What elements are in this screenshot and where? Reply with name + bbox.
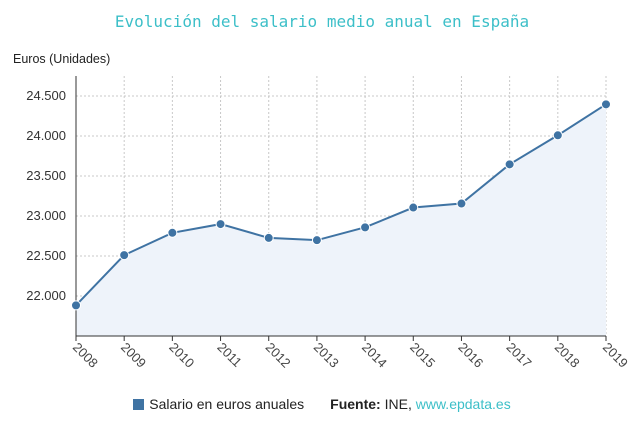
- chart-title: Evolución del salario medio anual en Esp…: [114, 12, 530, 31]
- y-tick-label-2: 23.000: [26, 208, 66, 223]
- x-tick-label-2014: 2014: [359, 340, 390, 371]
- axes: [75, 76, 607, 341]
- data-point-2008[interactable]: [71, 300, 81, 311]
- data-point-2015[interactable]: [408, 202, 419, 213]
- x-tick-label-2009: 2009: [118, 340, 149, 371]
- source-label: Fuente:: [330, 396, 381, 412]
- legend: Salario en euros anuales Fuente: INE, www…: [0, 396, 644, 412]
- y-axis-label: Euros (Unidades): [13, 52, 111, 66]
- data-point-2019[interactable]: [601, 99, 611, 110]
- x-tick-label-2019: 2019: [600, 340, 631, 371]
- data-point-2013[interactable]: [311, 235, 322, 246]
- legend-series-label: Salario en euros anuales: [149, 396, 305, 412]
- series-line: [75, 103, 607, 307]
- data-point-2009[interactable]: [119, 250, 130, 261]
- data-point-2010[interactable]: [167, 227, 178, 238]
- y-tick-label-5: 24.500: [26, 88, 66, 103]
- x-tick-label-2017: 2017: [504, 340, 535, 371]
- data-point-2018[interactable]: [552, 130, 563, 141]
- data-point-2017[interactable]: [504, 159, 515, 170]
- source-link[interactable]: www.epdata.es: [415, 396, 511, 412]
- x-tick-label-2012: 2012: [263, 340, 294, 371]
- series-area: [76, 104, 606, 336]
- y-tick-label-3: 23.500: [26, 168, 66, 183]
- data-point-2014[interactable]: [360, 222, 371, 233]
- x-tick-label-2013: 2013: [311, 340, 342, 371]
- data-point-2012[interactable]: [263, 232, 274, 243]
- legend-swatch: [133, 399, 145, 410]
- source-name: INE,: [384, 396, 412, 412]
- x-tick-label-2018: 2018: [552, 340, 583, 371]
- x-tick-labels: 2008 2009 2010 2011 2012 2013 2014 2015 2016 2017…: [70, 340, 631, 371]
- x-tick-label-2011: 2011: [214, 340, 244, 370]
- x-tick-label-2015: 2015: [407, 340, 438, 371]
- data-points: [71, 99, 611, 311]
- y-tick-labels: 22.000 22.500 23.000 23.500 24.000 24.500: [26, 88, 66, 303]
- x-tick-label-2010: 2010: [166, 340, 197, 371]
- x-tick-label-2016: 2016: [455, 340, 486, 371]
- y-tick-label-1: 22.500: [26, 248, 66, 263]
- y-tick-label-4: 24.000: [26, 128, 66, 143]
- data-point-2016[interactable]: [456, 198, 467, 209]
- x-tick-label-2008: 2008: [70, 340, 101, 371]
- data-point-2011[interactable]: [215, 219, 226, 230]
- y-tick-label-0: 22.000: [26, 288, 66, 303]
